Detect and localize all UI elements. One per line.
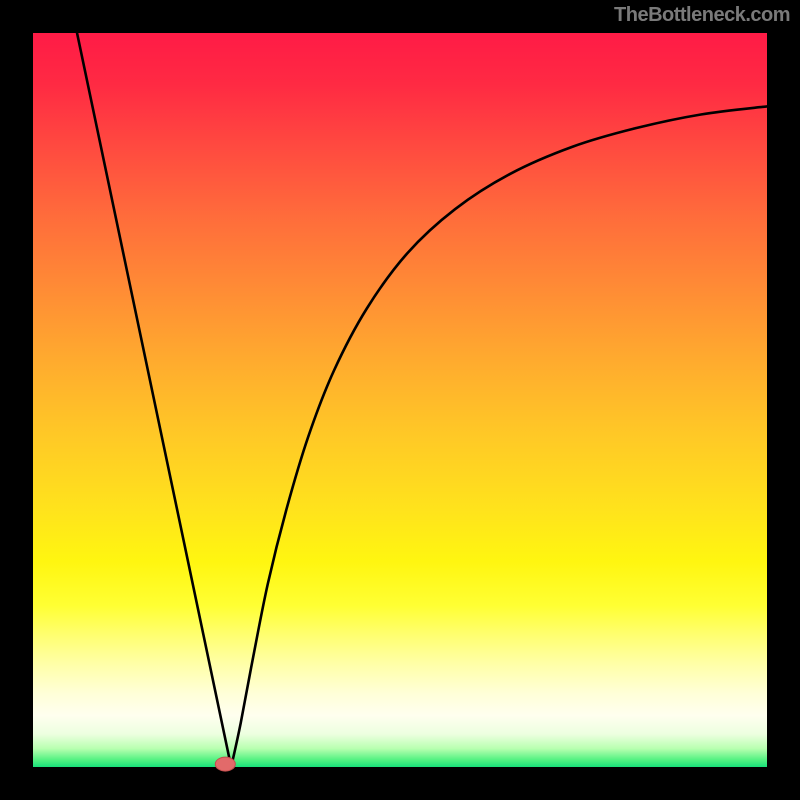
plot-background [33, 33, 767, 767]
optimal-point-marker [215, 757, 235, 771]
chart-container: TheBottleneck.com [0, 0, 800, 800]
watermark-text: TheBottleneck.com [614, 4, 790, 27]
bottleneck-chart [0, 0, 800, 800]
